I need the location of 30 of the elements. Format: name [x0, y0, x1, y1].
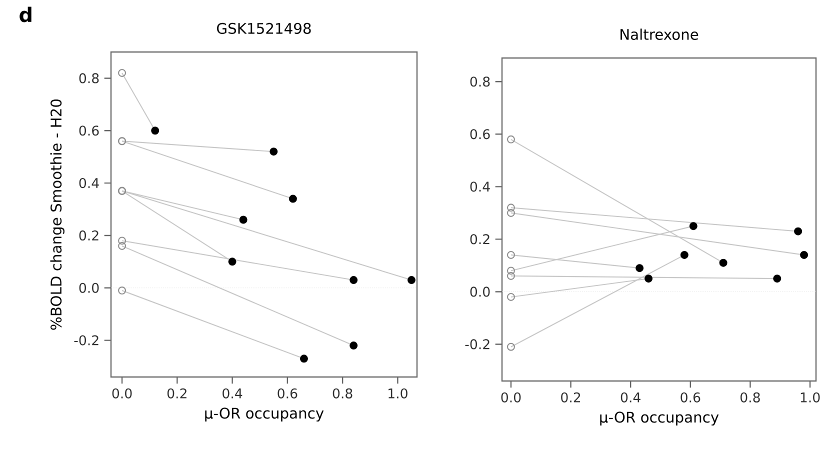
y-tick-label: 0.6 — [79, 126, 99, 136]
x-tick-label: 0.4 — [620, 392, 640, 402]
y-tick-label: -0.2 — [465, 339, 490, 350]
x-axis-title: μ-OR occupancy — [600, 412, 719, 426]
x-tick-label: 0.4 — [222, 388, 242, 398]
x-tick-label: 1.0 — [388, 388, 408, 398]
x-tick-label: 0.2 — [561, 392, 580, 402]
x-axis-title: μ-OR occupancy — [205, 408, 324, 422]
y-tick-label: 0.0 — [79, 282, 99, 293]
x-tick-label: 0.0 — [501, 392, 521, 402]
chart-title: GSK1521498 — [217, 22, 311, 34]
chart-title: Naltrexone — [620, 28, 698, 40]
y-axis-title: %BOLD change Smoothie - H20 — [50, 99, 64, 330]
y-tick-label: 0.2 — [79, 230, 98, 241]
y-tick-label: 0.8 — [470, 76, 490, 87]
x-tick-label: 0.8 — [740, 392, 760, 402]
x-tick-label: 0.6 — [278, 388, 298, 398]
y-tick-label: 0.0 — [470, 286, 490, 297]
y-tick-label: 0.4 — [79, 178, 99, 188]
y-tick-label: 0.6 — [470, 129, 490, 140]
x-tick-label: 0.0 — [112, 388, 132, 398]
y-tick-label: 0.8 — [79, 73, 99, 84]
y-tick-label: -0.2 — [74, 335, 98, 346]
text: d — [20, 6, 32, 22]
x-tick-label: 0.6 — [680, 392, 700, 402]
x-tick-label: 1.0 — [800, 392, 820, 402]
y-tick-label: 0.2 — [470, 234, 490, 244]
x-tick-label: 0.2 — [167, 388, 186, 398]
y-tick-label: 0.4 — [470, 182, 490, 192]
x-tick-label: 0.8 — [332, 388, 352, 398]
